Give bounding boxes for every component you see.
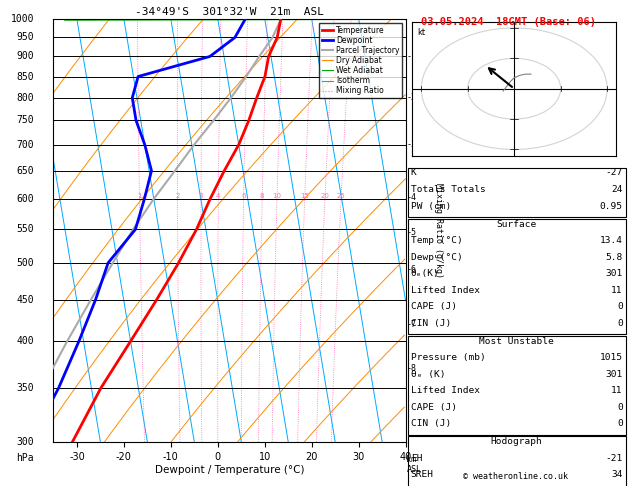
Text: -8: -8: [406, 364, 416, 373]
Text: km
ASL: km ASL: [406, 455, 421, 474]
Text: SREH: SREH: [411, 470, 434, 479]
Text: K: K: [411, 169, 416, 177]
Text: Most Unstable: Most Unstable: [479, 337, 554, 346]
Text: 1000: 1000: [11, 15, 34, 24]
Text: 1: 1: [137, 193, 142, 199]
Text: 0: 0: [617, 302, 623, 311]
Text: 11: 11: [611, 286, 623, 295]
Text: 800: 800: [16, 93, 34, 103]
Text: 8: 8: [260, 193, 264, 199]
Text: CIN (J): CIN (J): [411, 419, 451, 428]
Text: Dewp (°C): Dewp (°C): [411, 253, 462, 261]
Text: 850: 850: [16, 71, 34, 82]
Text: 550: 550: [16, 225, 34, 234]
Text: 15: 15: [300, 193, 309, 199]
Text: 5.8: 5.8: [606, 253, 623, 261]
Text: 0.95: 0.95: [599, 202, 623, 210]
Text: -2: -2: [406, 93, 416, 103]
Text: Totals Totals: Totals Totals: [411, 185, 486, 194]
Text: kt: kt: [418, 28, 426, 37]
Text: EH: EH: [411, 454, 422, 463]
Text: -21: -21: [606, 454, 623, 463]
Text: 6: 6: [242, 193, 246, 199]
Text: CAPE (J): CAPE (J): [411, 302, 457, 311]
Text: © weatheronline.co.uk: © weatheronline.co.uk: [464, 472, 568, 481]
Text: 20: 20: [321, 193, 330, 199]
Text: 11: 11: [611, 386, 623, 395]
Text: -27: -27: [606, 169, 623, 177]
Text: hPa: hPa: [16, 453, 34, 463]
Text: 13.4: 13.4: [599, 236, 623, 245]
Text: CIN (J): CIN (J): [411, 319, 451, 328]
Text: Pressure (mb): Pressure (mb): [411, 353, 486, 362]
Text: -6: -6: [406, 265, 416, 275]
Text: 2: 2: [175, 193, 180, 199]
Text: 3: 3: [199, 193, 203, 199]
Text: 0: 0: [617, 319, 623, 328]
Text: -7: -7: [406, 320, 416, 329]
Text: 500: 500: [16, 258, 34, 268]
Text: 1015: 1015: [599, 353, 623, 362]
Text: 301: 301: [606, 370, 623, 379]
Text: θₑ (K): θₑ (K): [411, 370, 445, 379]
Text: 03.05.2024  18GMT (Base: 06): 03.05.2024 18GMT (Base: 06): [421, 17, 596, 27]
Text: 34: 34: [611, 470, 623, 479]
Text: 10: 10: [272, 193, 281, 199]
Text: 300: 300: [16, 437, 34, 447]
X-axis label: Dewpoint / Temperature (°C): Dewpoint / Temperature (°C): [155, 465, 304, 475]
Text: θₑ(K): θₑ(K): [411, 269, 440, 278]
Text: Surface: Surface: [497, 220, 537, 228]
Text: 450: 450: [16, 295, 34, 305]
Text: 0: 0: [617, 419, 623, 428]
Text: PW (cm): PW (cm): [411, 202, 451, 210]
Title: -34°49'S  301°32'W  21m  ASL: -34°49'S 301°32'W 21m ASL: [135, 7, 324, 17]
Text: 750: 750: [16, 116, 34, 125]
Text: CAPE (J): CAPE (J): [411, 403, 457, 412]
Text: 400: 400: [16, 336, 34, 346]
Text: Mixing Ratio (g/kg): Mixing Ratio (g/kg): [434, 183, 443, 278]
Text: 650: 650: [16, 166, 34, 176]
Text: 350: 350: [16, 383, 34, 393]
Text: 600: 600: [16, 194, 34, 204]
Text: -1LCL: -1LCL: [406, 52, 431, 61]
Text: 700: 700: [16, 139, 34, 150]
Text: Lifted Index: Lifted Index: [411, 286, 480, 295]
Text: -4: -4: [406, 193, 416, 202]
Text: 24: 24: [611, 185, 623, 194]
Text: Temp (°C): Temp (°C): [411, 236, 462, 245]
Text: 4: 4: [216, 193, 221, 199]
Text: 25: 25: [337, 193, 345, 199]
Text: 900: 900: [16, 52, 34, 61]
Text: 301: 301: [606, 269, 623, 278]
Text: Hodograph: Hodograph: [491, 437, 543, 446]
Text: Lifted Index: Lifted Index: [411, 386, 480, 395]
Legend: Temperature, Dewpoint, Parcel Trajectory, Dry Adiabat, Wet Adiabat, Isotherm, Mi: Temperature, Dewpoint, Parcel Trajectory…: [320, 23, 402, 98]
Text: 950: 950: [16, 33, 34, 42]
Text: -3: -3: [406, 140, 416, 149]
Text: 0: 0: [617, 403, 623, 412]
Text: -5: -5: [406, 228, 416, 237]
